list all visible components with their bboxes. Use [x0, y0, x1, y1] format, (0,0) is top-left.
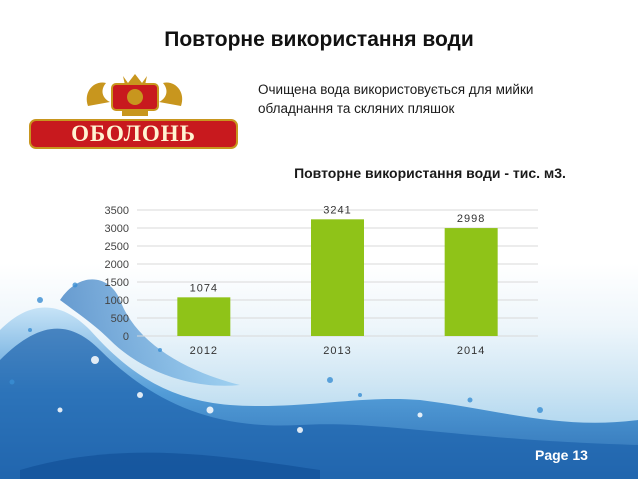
y-axis: 0 500 1000 1500 2000 2500 3000 3500 [105, 205, 129, 343]
logo-wordmark: ОБОЛОНЬ [71, 121, 196, 146]
x-tick-label: 2014 [457, 345, 485, 357]
description-line-2: обладнання та скляних пляшок [258, 101, 455, 116]
bar-2013 [311, 219, 364, 336]
y-tick-label: 3000 [105, 223, 129, 235]
y-tick-label: 1000 [105, 295, 129, 307]
description-line-1: Очищена вода використовується для мийки [258, 82, 534, 97]
page-number: Page 13 [535, 447, 588, 463]
chart-bars: 1074 3241 2998 [177, 204, 498, 336]
obolon-logo: ОБОЛОНЬ [29, 74, 238, 149]
x-axis: 2012 2013 2014 [190, 345, 485, 357]
chart-title: Повторне використання води - тис. м3. [294, 165, 566, 181]
y-tick-label: 0 [123, 331, 129, 343]
bar-2012 [177, 297, 231, 336]
y-tick-label: 3500 [105, 205, 129, 217]
description: Очищена вода використовується для мийки … [258, 80, 618, 118]
data-label-2014: 2998 [457, 213, 485, 225]
crest-emblem [86, 74, 183, 116]
x-tick-label: 2012 [190, 345, 218, 357]
y-tick-label: 2500 [105, 241, 129, 253]
slide-title: Повторне використання води [164, 28, 474, 51]
x-tick-label: 2013 [323, 345, 351, 357]
y-tick-label: 2000 [105, 259, 129, 271]
bar-2014 [444, 228, 498, 336]
data-label-2012: 1074 [190, 282, 218, 294]
y-tick-label: 500 [111, 313, 129, 325]
data-label-2013: 3241 [323, 204, 351, 216]
y-tick-label: 1500 [105, 277, 129, 289]
